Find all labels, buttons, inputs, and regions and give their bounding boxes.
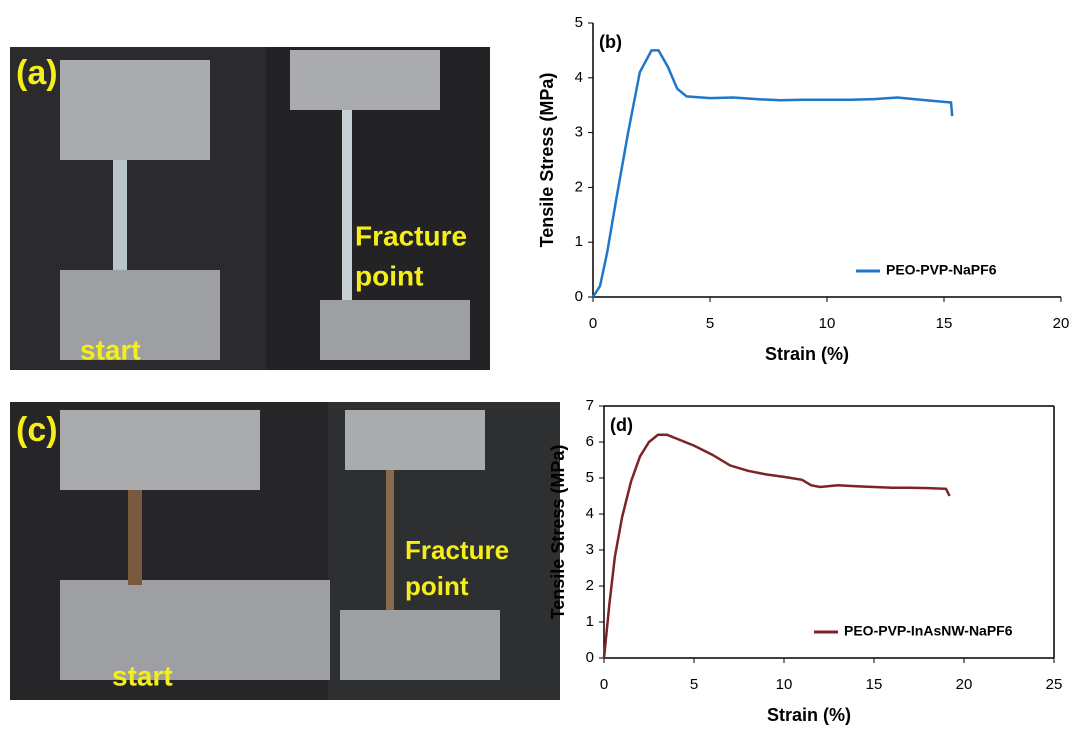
panel-label: (c) [16, 411, 58, 449]
y-tick-label: 4 [586, 505, 594, 522]
x-tick-label: 5 [690, 676, 698, 693]
y-tick-label: 3 [575, 124, 583, 141]
clamp [340, 610, 500, 680]
x-tick-label: 10 [819, 315, 836, 332]
x-tick-label: 25 [1046, 676, 1063, 693]
figure: (a) start Fracture point (c) start Fract… [0, 0, 1069, 734]
y-tick-label: 2 [575, 178, 583, 195]
y-axis-label: Tensile Stress (MPa) [537, 73, 557, 248]
photo-label: start [80, 334, 141, 365]
x-tick-label: 15 [866, 676, 883, 693]
legend-label: PEO-PVP-InAsNW-NaPF6 [844, 623, 1013, 639]
y-tick-label: 5 [575, 14, 583, 31]
y-tick-label: 6 [586, 433, 594, 450]
specimen [128, 490, 142, 585]
y-tick-label: 1 [586, 613, 594, 630]
x-tick-label: 20 [956, 676, 973, 693]
x-tick-label: 10 [776, 676, 793, 693]
y-tick-label: 0 [586, 649, 594, 666]
x-tick-label: 5 [706, 315, 714, 332]
specimen [113, 160, 127, 270]
annotation: (b) [599, 32, 622, 52]
clamp [345, 410, 485, 470]
photo-label: Fracture [405, 535, 509, 565]
x-tick-label: 20 [1053, 315, 1069, 332]
y-tick-label: 2 [586, 577, 594, 594]
legend-label: PEO-PVP-NaPF6 [886, 262, 997, 278]
clamp [290, 50, 440, 110]
y-tick-label: 3 [586, 541, 594, 558]
photo-label: point [405, 571, 469, 601]
x-axis-label: Strain (%) [765, 344, 849, 364]
x-tick-label: 0 [589, 315, 597, 332]
y-tick-label: 0 [575, 288, 583, 305]
y-tick-label: 1 [575, 233, 583, 250]
annotation: (d) [610, 415, 633, 435]
y-tick-label: 5 [586, 469, 594, 486]
y-tick-label: 4 [575, 69, 583, 86]
data-line [593, 50, 952, 297]
x-axis-label: Strain (%) [767, 705, 851, 725]
x-tick-label: 0 [600, 676, 608, 693]
clamp [320, 300, 470, 360]
y-axis-label: Tensile Stress (MPa) [548, 445, 568, 620]
panel-label: (a) [16, 54, 58, 92]
y-tick-label: 7 [586, 397, 594, 414]
clamp [60, 60, 210, 160]
photo-label: point [355, 260, 423, 291]
specimen [386, 470, 394, 610]
clamp [60, 580, 330, 680]
specimen [342, 110, 352, 300]
photo-label: Fracture [355, 220, 467, 251]
photo-label: start [112, 660, 173, 691]
clamp [60, 410, 260, 490]
x-tick-label: 15 [936, 315, 953, 332]
